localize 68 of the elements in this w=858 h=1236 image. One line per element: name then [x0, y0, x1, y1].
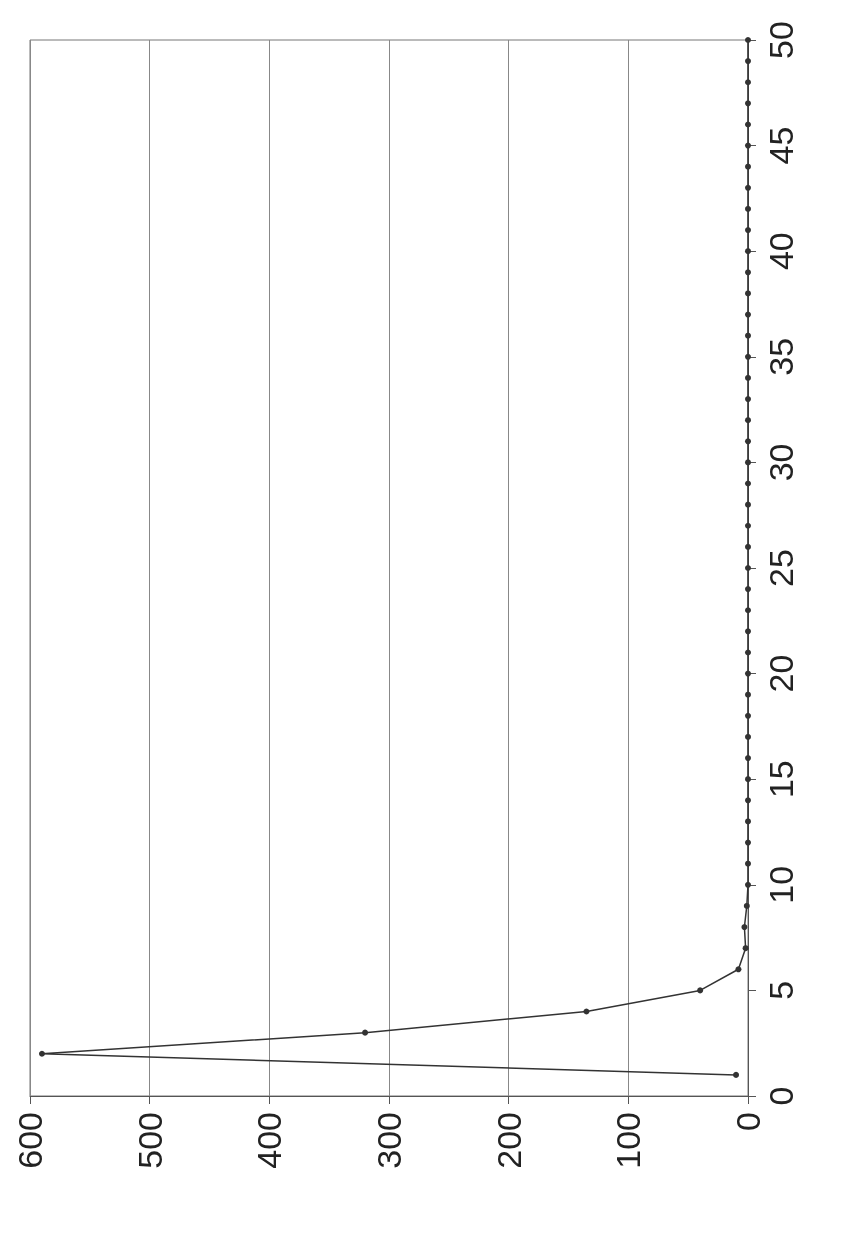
y-tick-label: 30 [762, 443, 800, 482]
point [745, 311, 751, 318]
point [745, 248, 751, 255]
x-tick-label: 600 [11, 1112, 49, 1169]
y-tick-label: 5 [762, 980, 800, 1000]
point [745, 733, 751, 740]
point [745, 607, 751, 614]
y-tick-label: 50 [762, 21, 800, 59]
y-tick-label: 40 [762, 232, 800, 271]
point [745, 353, 751, 360]
point [745, 100, 751, 107]
point [745, 522, 751, 529]
point [735, 966, 742, 973]
point [745, 755, 751, 762]
point [745, 670, 751, 677]
point [745, 79, 751, 86]
point [745, 184, 751, 191]
point [745, 205, 751, 212]
point [743, 902, 750, 909]
point [741, 924, 748, 931]
y-tick-label: 25 [762, 549, 800, 587]
point [745, 628, 751, 635]
point [745, 881, 751, 888]
point [38, 1050, 45, 1057]
point [745, 121, 751, 128]
point [745, 480, 751, 487]
point [362, 1029, 369, 1036]
point [745, 58, 751, 65]
point [745, 543, 751, 550]
y-tick-label: 10 [762, 865, 800, 904]
point [745, 776, 751, 783]
point [745, 691, 751, 698]
point [733, 1071, 740, 1078]
point [745, 860, 751, 867]
point [745, 227, 751, 234]
point [742, 945, 749, 952]
point [697, 987, 704, 994]
point [745, 797, 751, 804]
y-tick-label: 15 [762, 760, 800, 799]
y-tick-label: 45 [762, 126, 800, 165]
x-tick-label: 100 [609, 1112, 648, 1169]
point [745, 290, 751, 297]
point [745, 396, 751, 403]
y-tick-label: 35 [762, 337, 800, 376]
point [745, 649, 751, 656]
point [745, 332, 751, 339]
point [745, 565, 751, 571]
point [583, 1008, 590, 1015]
point [745, 459, 751, 466]
x-tick-label: 0 [729, 1112, 767, 1131]
x-tick-label: 500 [130, 1112, 169, 1169]
x-tick-label: 400 [250, 1112, 289, 1169]
point [745, 438, 751, 445]
point [745, 712, 751, 719]
point [745, 374, 751, 381]
point [745, 839, 751, 846]
y-tick-label: 20 [762, 654, 800, 693]
point [745, 142, 751, 149]
point [745, 417, 751, 424]
x-tick-label: 300 [370, 1112, 408, 1169]
point [745, 818, 751, 825]
point [745, 163, 751, 170]
point [745, 586, 751, 593]
point [745, 37, 751, 43]
x-tick-label: 200 [489, 1112, 528, 1169]
y-tick-label: 0 [762, 1086, 800, 1106]
point [745, 269, 751, 276]
point [745, 501, 751, 508]
